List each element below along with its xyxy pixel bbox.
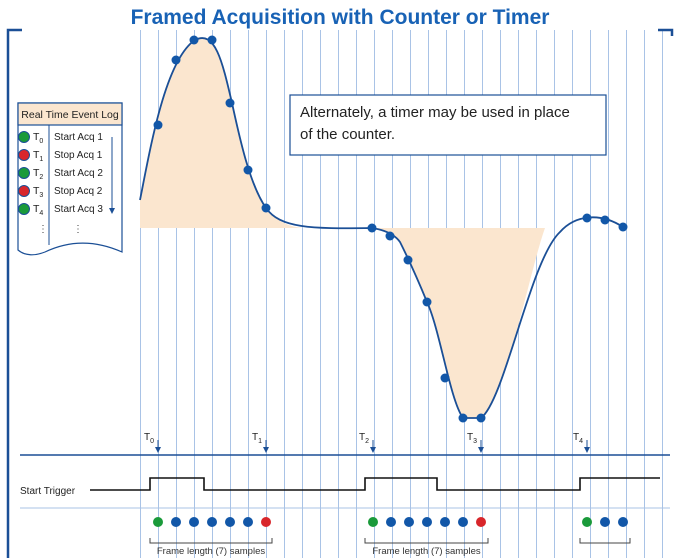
event-label: T (33, 167, 40, 179)
marker-sub: 1 (258, 438, 262, 445)
event-label: T (33, 131, 40, 143)
frame-label: Frame length (7) samples (157, 546, 265, 557)
curve-samples (153, 35, 628, 423)
event-id: T3 (33, 185, 43, 199)
ellipsis: ⋮ (38, 224, 48, 235)
sample-dot (386, 517, 396, 527)
event-id: T2 (33, 167, 43, 181)
status-dot (18, 185, 30, 197)
sample-dot (261, 517, 271, 527)
log-box (17, 102, 123, 256)
sample-dot (422, 517, 432, 527)
frame-bracket (149, 538, 273, 544)
note-line: Alternately, a timer may be used in plac… (300, 104, 570, 121)
marker-t: T (573, 432, 579, 443)
status-dot (18, 131, 30, 143)
ellipsis: ⋮ (73, 224, 83, 235)
event-sub: 0 (39, 138, 43, 145)
trigger-wave (90, 477, 660, 491)
marker-label: T0 (144, 432, 154, 445)
sample-dot (458, 517, 468, 527)
event-log: Real Time Event Log T0 Start Acq 1T1 Stop … (17, 102, 123, 256)
event-action: Start Acq 1 (54, 132, 103, 143)
sample-dot (404, 517, 414, 527)
note-box (289, 94, 607, 156)
marker-arrow (263, 447, 269, 453)
frame-bracket (579, 538, 631, 544)
event-label: T (33, 185, 40, 197)
sample-dot (618, 517, 628, 527)
marker-arrow (584, 447, 590, 453)
event-sub: 2 (39, 174, 43, 181)
status-dot (18, 203, 30, 215)
frame (6, 28, 674, 558)
marker-sub: 4 (579, 438, 583, 445)
marker-arrow (478, 447, 484, 453)
sample-dot (600, 517, 610, 527)
marker-arrow (370, 447, 376, 453)
title: Framed Acquisition with Counter or Timer (131, 6, 550, 29)
marker-t: T (467, 432, 473, 443)
marker-label: T1 (252, 432, 262, 445)
marker-sub: 0 (150, 438, 154, 445)
shaded-area (140, 38, 305, 228)
sample-dot (440, 517, 450, 527)
event-sub: 3 (39, 192, 43, 199)
marker-t: T (359, 432, 365, 443)
note-line: of the counter. (300, 126, 395, 143)
log-title: Real Time Event Log (21, 109, 119, 121)
sample-dot (153, 517, 163, 527)
sample-dot (368, 517, 378, 527)
event-id: T1 (33, 149, 43, 163)
sample-dot (207, 517, 217, 527)
marker-arrow (155, 447, 161, 453)
marker-label: T2 (359, 432, 369, 445)
log-header (17, 102, 123, 126)
event-action: Start Acq 3 (54, 204, 103, 215)
marker-sub: 3 (473, 438, 477, 445)
frame-label: Frame length (7) samples (372, 546, 480, 557)
shaded-area (372, 228, 545, 418)
marker-label: T3 (467, 432, 477, 445)
event-action: Start Acq 2 (54, 168, 103, 179)
event-action: Stop Acq 1 (54, 150, 103, 161)
title-bg (22, 2, 658, 30)
sample-dot (171, 517, 181, 527)
event-sub: 1 (39, 156, 43, 163)
sample-dot (225, 517, 235, 527)
sample-dot (582, 517, 592, 527)
sample-dot (476, 517, 486, 527)
sample-dot (189, 517, 199, 527)
event-action: Stop Acq 2 (54, 186, 103, 197)
marker-t: T (252, 432, 258, 443)
status-dot (18, 167, 30, 179)
marker-t: T (144, 432, 150, 443)
event-label: T (33, 149, 40, 161)
status-dot (18, 149, 30, 161)
marker-sub: 2 (365, 438, 369, 445)
event-sub: 4 (39, 210, 43, 217)
event-label: T (33, 203, 40, 215)
frame-bracket (364, 538, 489, 544)
log-arrow-head (109, 208, 115, 214)
event-id: T4 (33, 203, 43, 217)
marker-label: T4 (573, 432, 583, 445)
event-id: T0 (33, 131, 43, 145)
sample-dot (243, 517, 253, 527)
trigger-label: Start Trigger (20, 486, 76, 497)
